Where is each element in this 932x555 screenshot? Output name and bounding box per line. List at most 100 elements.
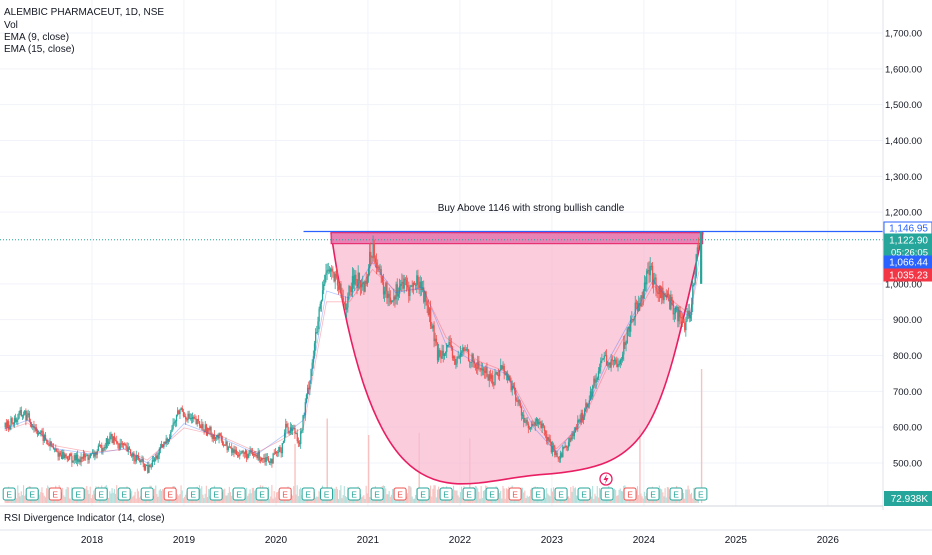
- candle-body: [198, 421, 201, 426]
- candle-body: [219, 433, 221, 436]
- earnings-marker[interactable]: E: [140, 487, 154, 501]
- candle-body: [572, 433, 574, 437]
- earnings-marker[interactable]: E: [370, 487, 384, 501]
- candle-body: [538, 421, 540, 425]
- candle-body: [90, 453, 93, 455]
- candle-body: [227, 446, 229, 450]
- volume-bar: [113, 488, 115, 503]
- earnings-marker[interactable]: E: [416, 487, 430, 501]
- candle-body: [653, 279, 655, 285]
- candle-body: [48, 444, 50, 446]
- earnings-marker[interactable]: E: [71, 487, 85, 501]
- candle-body: [434, 338, 436, 342]
- earnings-marker[interactable]: E: [393, 487, 407, 501]
- candle-body: [271, 458, 273, 464]
- earnings-marker[interactable]: E: [301, 487, 315, 501]
- candle-body: [436, 342, 439, 361]
- symbol-title[interactable]: ALEMBIC PHARMACEUT, 1D, NSE: [4, 7, 164, 18]
- earnings-marker[interactable]: E: [646, 487, 660, 501]
- candle-body: [623, 342, 625, 355]
- earnings-marker[interactable]: E: [531, 487, 545, 501]
- earnings-marker[interactable]: E: [2, 487, 16, 501]
- earnings-marker[interactable]: E: [255, 487, 269, 501]
- volume-bar: [346, 497, 348, 503]
- volume-bar: [436, 489, 439, 503]
- volume-bar: [585, 498, 587, 503]
- earnings-marker[interactable]: E: [94, 487, 108, 501]
- time-axis[interactable]: 2018 2019 2020 2021 2022 2023 2024 2025 2026: [81, 535, 840, 546]
- earnings-marker[interactable]: E: [209, 487, 223, 501]
- candle-body: [634, 302, 636, 318]
- volume-bar: [597, 497, 599, 503]
- price-axis[interactable]: 1,700.00 1,600.00 1,500.00 1,400.00 1,300.00…: [885, 29, 922, 470]
- legend-ema-9[interactable]: EMA (9, close): [4, 32, 69, 43]
- earnings-marker[interactable]: E: [347, 487, 361, 501]
- volume-bar: [136, 488, 138, 503]
- candle-body: [196, 419, 198, 424]
- volume-bar: [364, 498, 366, 503]
- legend-volume[interactable]: Vol: [4, 20, 18, 31]
- candle-body: [88, 457, 90, 460]
- earnings-marker[interactable]: E: [186, 487, 200, 501]
- volume-bar: [39, 494, 41, 503]
- volume-bar: [569, 498, 571, 503]
- candle-body: [318, 308, 320, 322]
- volume-bar: [250, 493, 252, 503]
- candle-body: [116, 440, 118, 444]
- candle-body: [215, 437, 217, 440]
- x-tick-label: 2026: [817, 535, 840, 546]
- earnings-marker[interactable]: E: [623, 487, 637, 501]
- candle-body: [135, 455, 137, 462]
- candle-body: [664, 293, 666, 295]
- volume-bar: [361, 497, 363, 503]
- buy-annotation[interactable]: Buy Above 1146 with strong bullish candl…: [438, 203, 625, 214]
- earnings-marker[interactable]: E: [25, 487, 39, 501]
- earnings-marker[interactable]: E: [577, 487, 591, 501]
- earnings-marker[interactable]: E: [320, 487, 334, 501]
- candle-body: [75, 454, 78, 461]
- candle-body: [464, 349, 466, 351]
- volume-bar: [336, 489, 338, 503]
- earnings-marker[interactable]: E: [117, 487, 131, 501]
- volume-bar: [643, 491, 645, 503]
- earnings-badge-label: E: [558, 490, 564, 500]
- lightning-icon[interactable]: [599, 472, 613, 486]
- volume-bar: [461, 486, 463, 503]
- candle-body: [217, 435, 219, 439]
- candle-body: [164, 441, 166, 444]
- earnings-marker[interactable]: E: [232, 487, 246, 501]
- earnings-marker[interactable]: E: [600, 487, 614, 501]
- candle-body: [294, 428, 296, 434]
- earnings-marker[interactable]: E: [669, 487, 683, 501]
- legend: ALEMBIC PHARMACEUT, 1D, NSE Vol EMA (9, …: [4, 7, 164, 55]
- candle-body: [596, 377, 599, 380]
- earnings-badge-label: E: [374, 490, 380, 500]
- earnings-marker[interactable]: E: [163, 487, 177, 501]
- candle-body: [507, 373, 509, 381]
- candle-body: [647, 270, 649, 272]
- candle-body: [390, 301, 393, 303]
- candle-body: [677, 307, 679, 322]
- earnings-badge-label: E: [121, 490, 127, 500]
- earnings-marker[interactable]: E: [439, 487, 453, 501]
- volume-bar: [490, 498, 493, 503]
- earnings-marker[interactable]: E: [508, 487, 522, 501]
- earnings-marker[interactable]: E: [554, 487, 568, 501]
- candle-body: [254, 454, 256, 456]
- rsi-indicator-label[interactable]: RSI Divergence Indicator (14, close): [4, 513, 165, 524]
- candle-body: [500, 365, 502, 371]
- earnings-marker[interactable]: E: [278, 487, 292, 501]
- volume-bar: [692, 498, 694, 503]
- candle-body: [551, 445, 554, 453]
- earnings-marker[interactable]: E: [694, 487, 708, 501]
- earnings-marker[interactable]: E: [485, 487, 499, 501]
- candle-body: [148, 464, 150, 473]
- legend-ema-15[interactable]: EMA (15, close): [4, 44, 75, 55]
- earnings-marker[interactable]: E: [462, 487, 476, 501]
- earnings-marker[interactable]: E: [48, 487, 62, 501]
- candle-body: [356, 280, 358, 288]
